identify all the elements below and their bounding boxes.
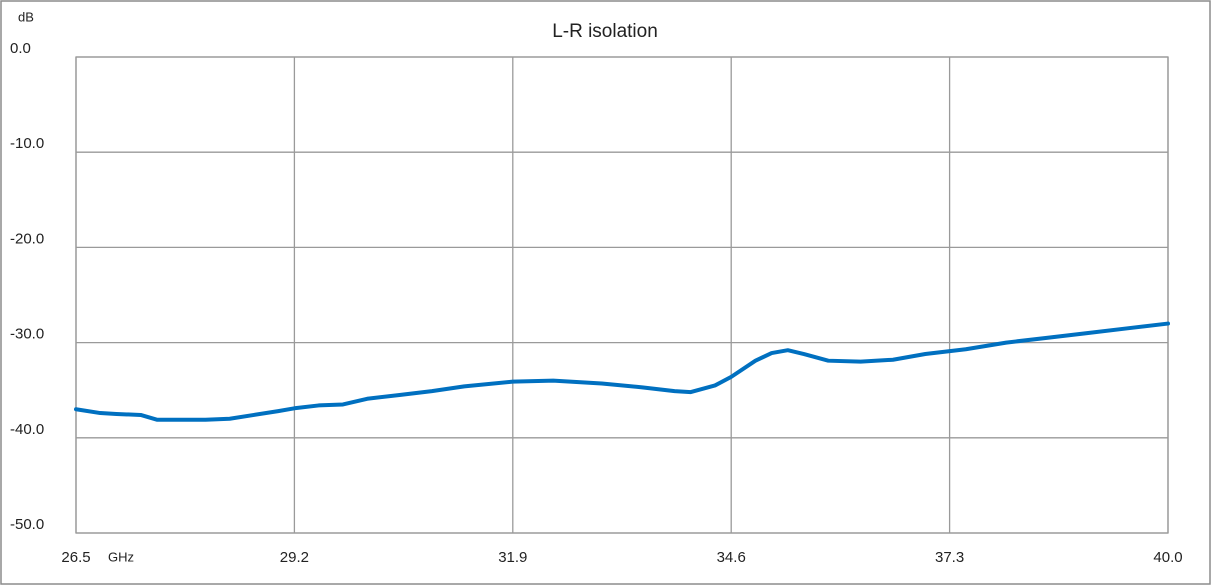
- y-axis-label: dB: [18, 9, 34, 24]
- y-tick-label: -50.0: [10, 516, 44, 533]
- y-tick-label: -30.0: [10, 326, 44, 343]
- y-tick-label: -10.0: [10, 135, 44, 152]
- x-tick-label: 31.9: [498, 549, 527, 566]
- x-tick-label: 34.6: [717, 549, 746, 566]
- y-tick-label: -40.0: [10, 421, 44, 438]
- y-tick-label: -20.0: [10, 230, 44, 247]
- chart-border: [1, 1, 1210, 584]
- x-tick-label: 29.2: [280, 549, 309, 566]
- x-tick-label: 40.0: [1153, 549, 1182, 566]
- chart-title: L-R isolation: [552, 21, 658, 42]
- x-axis-label: GHz: [108, 549, 134, 564]
- y-tick-label: 0.0: [10, 40, 31, 57]
- x-tick-label: 37.3: [935, 549, 964, 566]
- x-tick-label: 26.5: [61, 549, 90, 566]
- chart: L-R isolation dB GHz -50.0 -40.0 -30.0 -20.…: [0, 0, 1212, 586]
- page: {"chart_data": {"type": "line", "title":…: [0, 0, 1212, 586]
